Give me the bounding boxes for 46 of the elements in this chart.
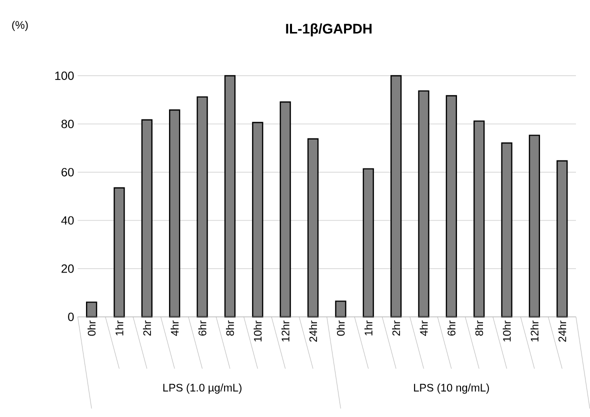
bar	[196, 96, 208, 318]
x-tick-label: 12hr	[281, 320, 290, 342]
bar	[141, 119, 153, 318]
bar	[169, 110, 180, 318]
bar	[280, 102, 291, 318]
bar	[252, 122, 264, 318]
y-tick-label: 100	[55, 72, 74, 80]
x-tick-label: 8hr	[226, 320, 234, 336]
x-tick-label: 12hr	[530, 320, 538, 342]
x-tick-label: 6hr	[198, 320, 206, 336]
bar	[390, 75, 402, 318]
x-tick-label: 0hr	[336, 320, 345, 336]
x-tick-label: 4hr	[420, 320, 428, 336]
bar	[556, 160, 568, 318]
bar	[307, 138, 319, 318]
bar	[114, 187, 125, 318]
bar	[501, 142, 512, 318]
bar	[418, 90, 430, 318]
x-tick-label: 4hr	[170, 320, 179, 336]
y-tick-label: 80	[61, 120, 74, 128]
x-tick-label: 6hr	[447, 320, 456, 336]
chart-title: IL-1β/GAPDH	[286, 24, 372, 37]
bar	[446, 95, 457, 318]
text: LPS (10 ng/mL)	[414, 384, 489, 394]
x-tick-label: 2hr	[392, 320, 400, 336]
bar	[335, 300, 346, 318]
y-tick-label: 40	[61, 216, 74, 225]
bar	[224, 75, 236, 318]
x-tick-label: 8hr	[475, 320, 484, 336]
bar	[528, 134, 540, 318]
y-tick-label: 0	[68, 312, 74, 322]
bar	[86, 302, 98, 318]
x-tick-label: 24hr	[309, 320, 317, 342]
bar	[474, 120, 485, 318]
x-tick-label: 2hr	[142, 320, 151, 336]
x-tick-label: 10hr	[254, 320, 262, 342]
x-tick-label: 1hr	[364, 320, 372, 336]
y-tick-label: 60	[62, 168, 74, 177]
y-axis-title: (%)	[12, 21, 28, 32]
y-tick-label: 20	[62, 264, 74, 274]
x-tick-label: 1hr	[115, 320, 124, 336]
bar	[362, 168, 374, 318]
text: LPS (1.0 µg/mL)	[163, 384, 242, 394]
x-tick-label: 0hr	[88, 320, 96, 336]
x-tick-label: 10hr	[502, 320, 511, 342]
x-tick-label: 24hr	[558, 320, 566, 342]
